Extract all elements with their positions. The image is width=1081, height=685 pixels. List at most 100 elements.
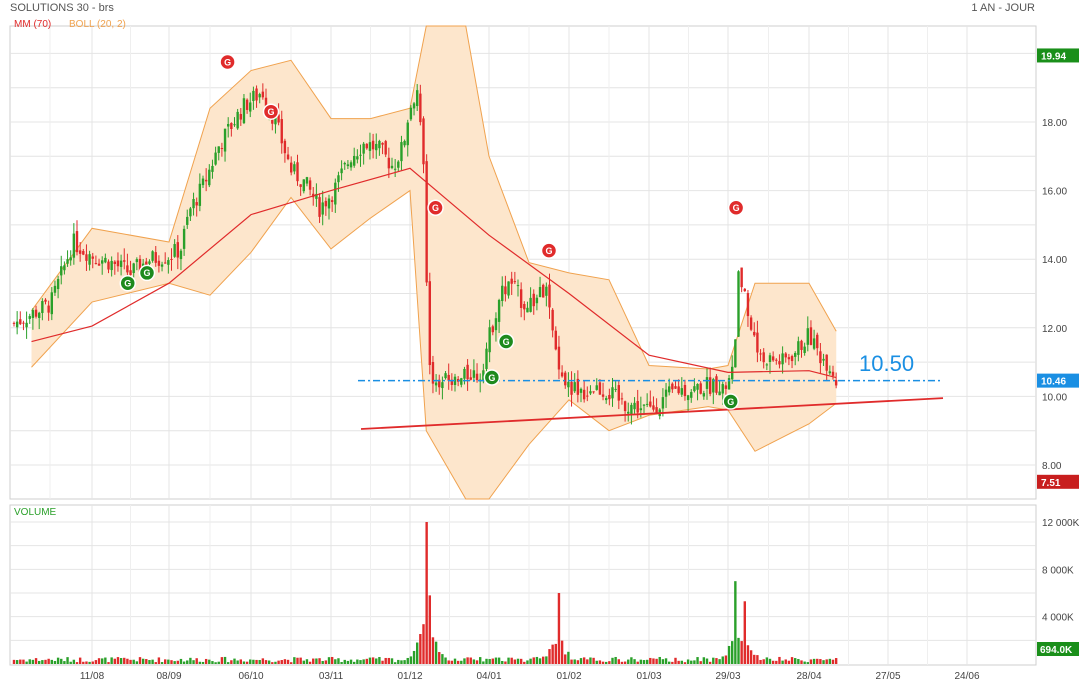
y-tick-label: 12.00 <box>1042 324 1067 335</box>
candle-body <box>53 285 57 293</box>
volume-bar <box>157 657 161 664</box>
volume-bar <box>327 657 331 664</box>
candle-body <box>334 182 337 205</box>
signal-marker-sell <box>427 199 444 216</box>
volume-bar <box>28 659 31 664</box>
candle-body <box>564 372 567 386</box>
x-tick-label: 01/02 <box>556 671 581 682</box>
candle-body <box>639 408 643 411</box>
candle-body <box>775 359 778 361</box>
volume-bar <box>160 662 164 664</box>
signal-marker-sell <box>262 103 280 120</box>
candle-body <box>299 184 302 187</box>
volume-bar <box>627 659 630 664</box>
volume-bar <box>201 661 205 664</box>
volume-bar <box>475 660 479 664</box>
candle-body <box>560 372 564 377</box>
candle-body <box>529 297 532 312</box>
volume-bar <box>164 659 167 664</box>
volume-bar <box>649 657 652 664</box>
candle-body <box>356 156 359 160</box>
volume-bar <box>15 660 19 664</box>
candle-body <box>110 260 113 271</box>
volume-bar <box>699 661 702 664</box>
volume-bar <box>393 662 397 664</box>
candle-body <box>15 321 19 328</box>
candle-body <box>746 293 750 317</box>
candle-body <box>406 122 409 146</box>
volume-bar <box>686 659 690 664</box>
volume-bar <box>582 657 586 664</box>
candle-body <box>151 251 154 261</box>
candle-body <box>126 265 129 273</box>
candle-body <box>12 322 16 324</box>
chart-axes: 8.00 10.00 12.00 14.00 16.00 18.00 4 000K 8 000… <box>80 48 1080 682</box>
candle-body <box>176 242 179 258</box>
candle-body <box>538 287 542 298</box>
candle-body <box>605 398 608 401</box>
candle-body <box>135 259 139 263</box>
candle-body <box>397 161 400 168</box>
volume-bar <box>362 659 365 664</box>
candle-body <box>447 374 450 381</box>
volume-bar <box>343 659 346 664</box>
candle-body <box>85 254 88 261</box>
candle-body <box>475 373 479 381</box>
candle-body <box>375 143 378 151</box>
candle-body <box>800 340 803 350</box>
volume-bar <box>605 661 608 664</box>
volume-bar <box>116 657 120 664</box>
candle-body <box>211 165 214 172</box>
candle-body <box>645 403 649 405</box>
candle-body <box>82 251 85 255</box>
volume-bar <box>595 660 598 664</box>
candle-body <box>44 299 47 302</box>
volume-bar <box>422 624 425 664</box>
candle-body <box>340 168 343 174</box>
volume-bar <box>170 660 173 664</box>
candle-body <box>390 165 394 169</box>
candle-body <box>41 301 44 314</box>
candle-body <box>551 309 554 331</box>
candle-body <box>699 383 702 394</box>
volume-bar <box>724 655 728 664</box>
volume-bar <box>330 656 334 664</box>
candle-body <box>330 200 334 203</box>
volume-bar <box>494 657 498 664</box>
candle-body <box>630 404 633 415</box>
volume-bar <box>63 661 66 664</box>
volume-bar <box>737 637 740 664</box>
volume-bar <box>507 657 510 664</box>
volume-bar <box>535 656 539 664</box>
volume-bar <box>611 657 614 664</box>
volume-bar <box>208 659 211 664</box>
candle-body <box>683 384 687 397</box>
chart-period[interactable]: 1 AN - JOUR <box>971 2 1035 14</box>
candle-body <box>69 257 72 261</box>
volume-bar <box>784 659 787 664</box>
volume-bar <box>337 658 340 664</box>
volume-bar <box>305 659 309 664</box>
price-badge <box>1037 48 1079 63</box>
candle-body <box>727 378 731 390</box>
volume-tick-label: 4 000K <box>1042 613 1074 624</box>
candle-body <box>393 168 397 170</box>
candle-body <box>771 356 775 361</box>
legend-boll: BOLL (20, 2) <box>69 19 126 30</box>
volume-bar <box>702 657 706 664</box>
candle-body <box>812 338 816 349</box>
candle-body <box>249 102 252 112</box>
volume-bar <box>753 654 756 664</box>
candle-body <box>690 392 693 398</box>
volume-bar <box>214 662 217 664</box>
candle-body <box>346 164 350 167</box>
candle-body <box>491 326 494 333</box>
candle-body <box>293 164 296 172</box>
volume-bar <box>44 659 47 664</box>
candle-body <box>579 388 583 393</box>
volume-bar <box>727 645 731 664</box>
volume-bar <box>192 660 195 664</box>
candle-body <box>601 394 605 397</box>
volume-bar <box>617 659 620 664</box>
volume-bar <box>264 660 268 664</box>
